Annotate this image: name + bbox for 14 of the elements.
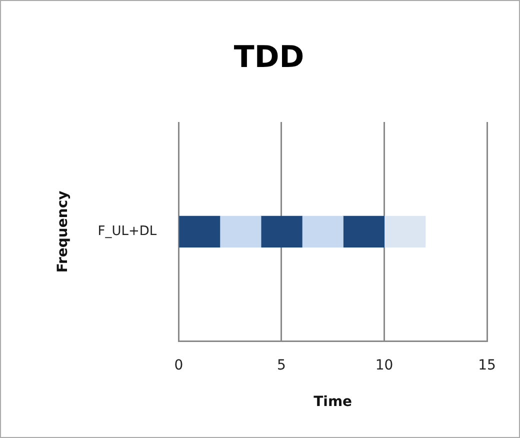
y-axis-title: Frequency xyxy=(55,190,72,273)
y-tick-label: F_UL+DL xyxy=(98,224,158,240)
x-tick-label: 5 xyxy=(276,357,286,374)
bar xyxy=(302,216,344,248)
x-axis-title: Time xyxy=(314,394,352,410)
x-tick-label: 15 xyxy=(478,357,496,374)
bar xyxy=(179,216,220,248)
bar xyxy=(219,216,262,248)
x-tick-label: 0 xyxy=(174,357,184,374)
bar xyxy=(260,216,302,248)
x-tick-label: 10 xyxy=(375,357,394,374)
chart-title: TDD xyxy=(234,40,304,75)
bar xyxy=(342,216,385,248)
bar xyxy=(384,216,426,248)
